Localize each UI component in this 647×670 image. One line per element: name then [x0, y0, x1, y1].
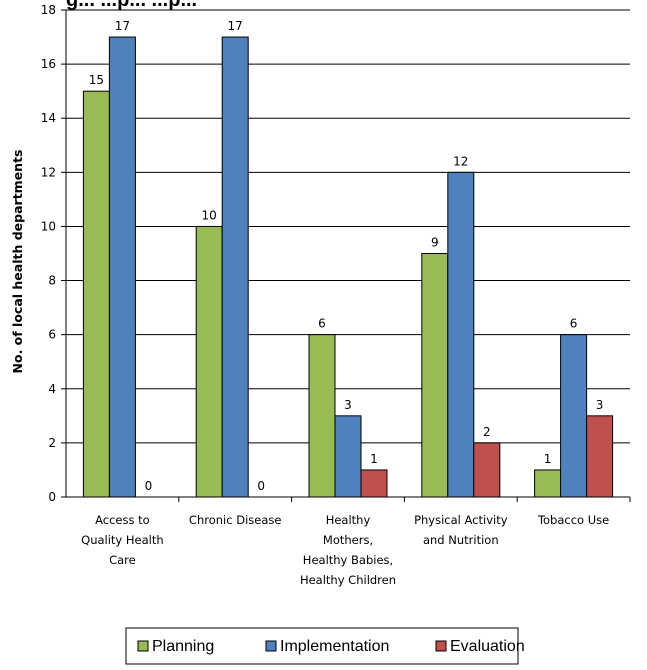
legend-box	[125, 627, 519, 665]
data-label-planning-3: 9	[431, 236, 439, 250]
data-label-implementation-2: 3	[344, 398, 352, 412]
y-tick-label-18: 18	[41, 3, 56, 17]
bar-implementation-3	[447, 171, 475, 498]
chart-title-fragment: g... ...p... ...p...	[66, 0, 197, 11]
y-tick-label-16: 16	[41, 57, 56, 71]
y-tick-label-8: 8	[48, 274, 56, 288]
category-label: and Nutrition	[423, 533, 499, 547]
y-tick-label-14: 14	[41, 111, 56, 125]
bar-evaluation-4	[586, 415, 614, 498]
category-label: Healthy Babies,	[303, 553, 393, 567]
bar-planning-3	[421, 253, 449, 498]
legend-label-evaluation: Evaluation	[450, 638, 525, 655]
y-tick-labels: 0 2 4 6 8 10 12 14 16 18	[41, 3, 66, 504]
category-label: Access to	[95, 513, 150, 527]
y-tick-label-0: 0	[48, 490, 56, 504]
y-tick-label-2: 2	[48, 436, 56, 450]
y-tick-label-12: 12	[41, 165, 56, 179]
data-label-planning-4: 1	[544, 452, 552, 466]
bar-planning-1	[195, 225, 223, 498]
data-label-evaluation-0: 0	[145, 479, 153, 493]
data-label-evaluation-2: 1	[370, 452, 378, 466]
legend-swatch-evaluation	[435, 640, 447, 652]
y-axis-label: No. of local health departments	[10, 150, 25, 374]
category-label: Care	[109, 553, 136, 567]
legend-swatch-planning	[137, 640, 149, 652]
bar-implementation-2	[334, 415, 362, 498]
category-label: Healthy Children	[300, 573, 396, 587]
category-label: Physical Activity	[414, 513, 508, 527]
bar-evaluation-2	[360, 469, 388, 498]
y-tick-label-6: 6	[48, 328, 56, 342]
bar-implementation-4	[560, 334, 588, 498]
legend-label-implementation: Implementation	[280, 638, 389, 655]
bar-evaluation-3	[473, 442, 501, 498]
category-labels: Access to Quality Health Care Chronic Disea…	[81, 497, 631, 587]
data-label-implementation-4: 6	[570, 317, 578, 331]
y-tick-label-10: 10	[41, 219, 56, 233]
data-label-evaluation-1: 0	[257, 479, 265, 493]
category-label: Chronic Disease	[189, 513, 282, 527]
data-label-implementation-3: 12	[453, 154, 468, 168]
data-label-planning-1: 10	[202, 208, 217, 222]
data-label-evaluation-4: 3	[596, 398, 604, 412]
bars	[82, 36, 614, 498]
bar-planning-2	[308, 334, 336, 498]
legend-label-planning: Planning	[152, 638, 214, 655]
category-label: Tobacco Use	[537, 513, 609, 527]
data-label-planning-2: 6	[318, 317, 326, 331]
data-label-planning-0: 15	[89, 73, 104, 87]
bar-implementation-0	[108, 36, 136, 498]
bar-implementation-1	[221, 36, 249, 498]
bar-planning-0	[82, 90, 110, 498]
legend: Planning Implementation Evaluation	[125, 627, 525, 665]
bar-planning-4	[534, 469, 562, 498]
gridlines	[66, 9, 630, 444]
y-tick-label-4: 4	[48, 382, 56, 396]
data-label-implementation-1: 17	[228, 19, 243, 33]
data-labels: 15 17 0 10 17 0 6 3 1 9 12 2 1 6 3	[89, 19, 604, 493]
category-label: Mothers,	[323, 533, 373, 547]
category-label: Quality Health	[81, 533, 164, 547]
legend-swatch-implementation	[265, 640, 277, 652]
data-label-implementation-0: 17	[115, 19, 130, 33]
data-label-evaluation-3: 2	[483, 425, 491, 439]
category-label: Healthy	[326, 513, 371, 527]
